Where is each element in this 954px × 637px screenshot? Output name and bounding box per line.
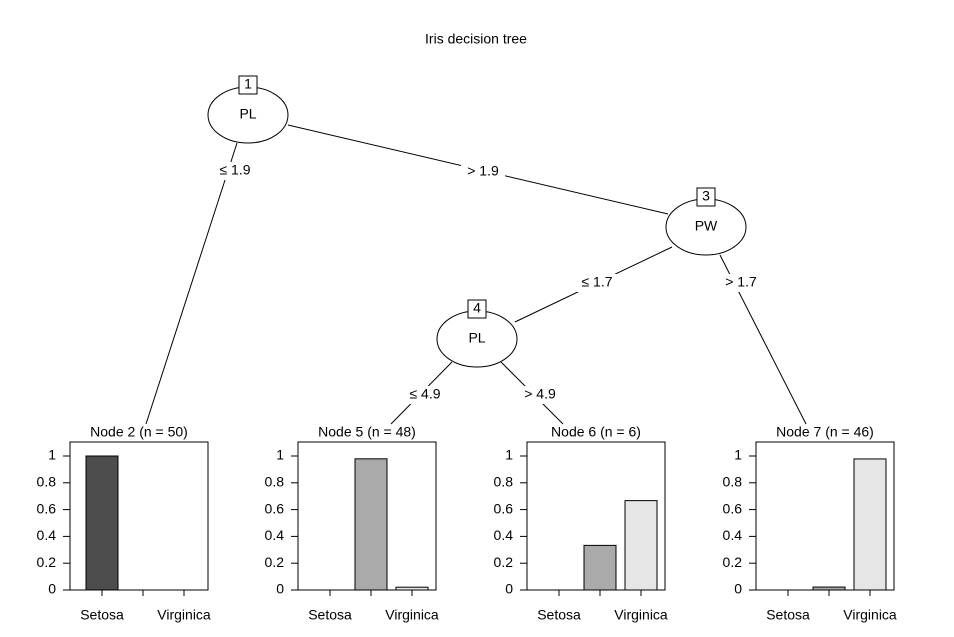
y-tick-label: 1 — [48, 447, 56, 463]
x-tick-label: Setosa — [537, 607, 581, 623]
edge-label-bg — [403, 386, 447, 404]
y-tick-label: 0.4 — [494, 527, 514, 543]
node-label: PL — [239, 106, 256, 122]
panel-frame — [69, 441, 209, 591]
y-tick-label: 0.6 — [37, 500, 57, 516]
bar — [624, 500, 658, 591]
edge-label: > 1.9 — [467, 163, 499, 179]
y-tick-label: 0.8 — [265, 474, 285, 490]
bar — [395, 586, 429, 591]
node-id-box — [467, 299, 487, 319]
node-id: 3 — [702, 188, 710, 204]
x-tick-label: Virginica — [843, 607, 897, 623]
edge-label: > 1.7 — [725, 274, 757, 290]
y-tick-label: 0.4 — [37, 527, 57, 543]
y-tick-label: 0.2 — [494, 554, 514, 570]
panel-title-bg — [81, 425, 197, 441]
bar — [853, 458, 887, 591]
panel-title: Node 5 (n = 48) — [318, 424, 416, 440]
x-tick-label: Virginica — [385, 607, 439, 623]
y-tick-label: 0.8 — [723, 474, 743, 490]
y-tick-label: 0.2 — [723, 554, 743, 570]
y-tick-label: 0 — [734, 581, 742, 597]
y-tick-label: 0.2 — [265, 554, 285, 570]
y-tick-label: 1 — [734, 447, 742, 463]
bar — [812, 586, 846, 591]
edge — [145, 142, 238, 425]
x-tick-label: Virginica — [157, 607, 211, 623]
panel-title-bg — [309, 425, 425, 441]
x-tick-label: Virginica — [614, 607, 668, 623]
y-tick-label: 0 — [505, 581, 513, 597]
x-tick-label: Setosa — [80, 607, 124, 623]
node-label: PW — [695, 218, 718, 234]
panel-title-bg — [767, 425, 883, 441]
y-tick-label: 0.6 — [265, 500, 285, 516]
edge-label: ≤ 4.9 — [409, 386, 440, 402]
edge-label: ≤ 1.7 — [581, 274, 612, 290]
panel-title: Node 7 (n = 46) — [776, 424, 874, 440]
y-tick-label: 0.8 — [494, 474, 514, 490]
y-tick-label: 0.8 — [37, 474, 57, 490]
node-id: 4 — [473, 300, 481, 316]
bar — [85, 455, 119, 591]
bar — [583, 544, 617, 591]
y-tick-label: 0.4 — [265, 527, 285, 543]
x-tick-label: Setosa — [766, 607, 810, 623]
edge-label: > 4.9 — [524, 386, 556, 402]
node-id: 1 — [244, 76, 252, 92]
panel-title-bg — [538, 425, 654, 441]
edge-label-bg — [213, 162, 257, 180]
node-label: PL — [468, 330, 485, 346]
bar — [354, 458, 388, 591]
x-tick-label: Setosa — [308, 607, 352, 623]
edge-label-bg — [719, 274, 763, 292]
title: Iris decision tree — [425, 31, 527, 47]
panel-title: Node 2 (n = 50) — [90, 424, 188, 440]
y-tick-label: 1 — [276, 447, 284, 463]
y-tick-label: 0.6 — [494, 500, 514, 516]
panel-title: Node 6 (n = 6) — [551, 424, 641, 440]
edge-label-bg — [518, 386, 562, 404]
node-id-box — [696, 187, 716, 207]
y-tick-label: 0.2 — [37, 554, 57, 570]
edge-label-bg — [461, 163, 505, 181]
y-tick-label: 0 — [276, 581, 284, 597]
y-tick-label: 0.4 — [723, 527, 743, 543]
edge-label: ≤ 1.9 — [219, 162, 250, 178]
y-tick-label: 1 — [505, 447, 513, 463]
edge-label-bg — [575, 274, 619, 292]
y-tick-label: 0.6 — [723, 500, 743, 516]
node-id-box — [238, 75, 258, 95]
y-tick-label: 0 — [48, 581, 56, 597]
